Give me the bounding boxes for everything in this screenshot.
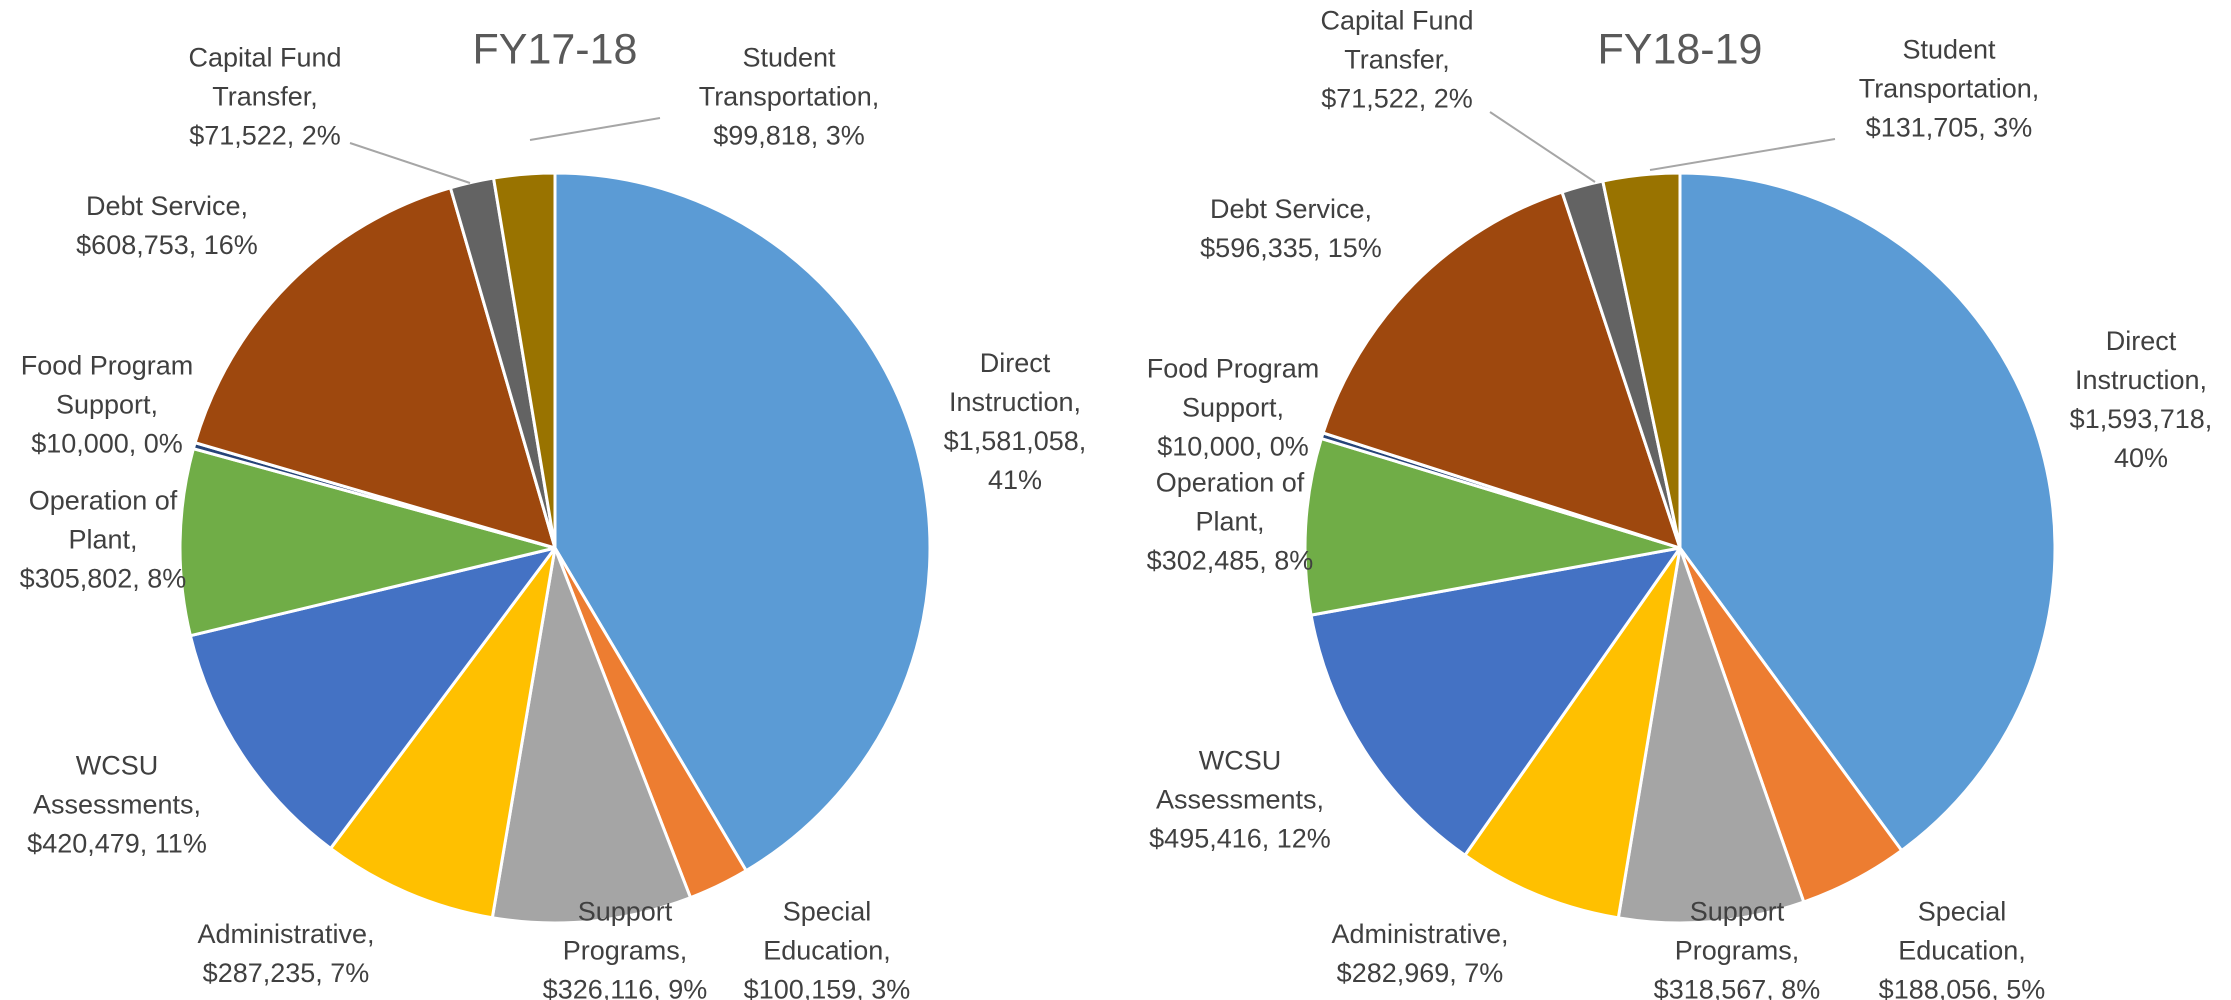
data-label: Capital Fund Transfer, $71,522, 2% bbox=[170, 39, 360, 156]
category-name: WCSU Assessments, bbox=[32, 750, 202, 820]
category-name: Support Programs, bbox=[1674, 896, 1800, 966]
value-label: $10,000, 0% bbox=[31, 428, 183, 459]
value-label: $188,056, 5% bbox=[1878, 974, 2046, 1000]
data-label: Debt Service, $596,335, 15% bbox=[1181, 190, 1401, 268]
data-label: Support Programs, $326,116, 9% bbox=[530, 893, 720, 1000]
category-name: Special Education, bbox=[763, 896, 891, 966]
value-label: $326,116, 9% bbox=[542, 974, 708, 1000]
pie-slice bbox=[553, 171, 932, 873]
data-label: Food Program Support, $10,000, 0% bbox=[1128, 350, 1338, 467]
data-label: WCSU Assessments, $420,479, 11% bbox=[17, 747, 217, 864]
data-label: Direct Instruction, $1,581,058, 41% bbox=[925, 344, 1105, 500]
category-name: Debt Service, bbox=[1209, 194, 1373, 224]
value-label: $420,479, 11% bbox=[27, 828, 207, 859]
data-label: Special Education, $100,159, 3% bbox=[732, 893, 922, 1000]
pie-slice bbox=[1303, 437, 1682, 617]
pie-slice bbox=[193, 186, 557, 550]
pie-slice bbox=[1309, 546, 1682, 857]
value-label: $495,416, 12% bbox=[1149, 823, 1331, 854]
pie-slice bbox=[1601, 171, 1682, 550]
data-label: Special Education, $188,056, 5% bbox=[1867, 893, 2057, 1000]
category-name: Capital Fund Transfer, bbox=[1320, 5, 1474, 75]
value-label: $99,818, 3% bbox=[713, 120, 865, 151]
data-label: Administrative, $287,235, 7% bbox=[176, 915, 396, 993]
pie-slice bbox=[490, 546, 693, 925]
value-label: $71,522, 2% bbox=[1321, 83, 1473, 114]
leader-line bbox=[529, 117, 661, 141]
category-name: Student Transportation, bbox=[698, 42, 880, 112]
data-label: Debt Service, $608,753, 16% bbox=[57, 187, 277, 265]
category-name: Administrative, bbox=[1331, 919, 1509, 949]
pie-slice bbox=[188, 546, 557, 850]
category-name: Capital Fund Transfer, bbox=[188, 42, 342, 112]
data-label: Student Transportation, $131,705, 3% bbox=[1834, 31, 2064, 148]
pie-slice bbox=[178, 447, 557, 638]
data-label: Operation of Plant, $305,802, 8% bbox=[3, 482, 203, 599]
category-name: Student Transportation, bbox=[1858, 34, 2040, 104]
pie-slice bbox=[1678, 171, 2057, 852]
value-label: $282,969, 7% bbox=[1336, 958, 1504, 988]
pie-slice bbox=[1463, 546, 1682, 920]
leader-line bbox=[349, 142, 471, 184]
category-name: WCSU Assessments, bbox=[1155, 745, 1325, 815]
data-label: Administrative, $282,969, 7% bbox=[1310, 915, 1530, 993]
value-label: $131,705, 3% bbox=[1865, 112, 2033, 143]
value-label: $608,753, 16% bbox=[76, 230, 258, 260]
category-name: Operation of Plant, bbox=[28, 485, 178, 555]
value-label: $305,802, 8% bbox=[19, 563, 187, 594]
data-label: Operation of Plant, $302,485, 8% bbox=[1130, 464, 1330, 581]
leader-line bbox=[1489, 111, 1596, 183]
pie-slice bbox=[492, 171, 557, 550]
category-name: Direct Instruction, bbox=[2074, 326, 2208, 395]
data-label: Direct Instruction, $1,593,718, 40% bbox=[2051, 322, 2231, 478]
value-label: $100,159, 3% bbox=[743, 974, 911, 1000]
value-label: $287,235, 7% bbox=[202, 958, 370, 988]
category-name: Food Program Support, bbox=[20, 350, 194, 420]
chart-title: FY18-19 bbox=[1597, 25, 1763, 74]
value-label: $1,581,058, 41% bbox=[943, 426, 1087, 495]
category-name: Special Education, bbox=[1898, 896, 2026, 966]
category-name: Support Programs, bbox=[562, 896, 688, 966]
value-label: $318,567, 8% bbox=[1653, 974, 1821, 1000]
category-name: Operation of Plant, bbox=[1155, 467, 1305, 537]
leader-line bbox=[1649, 138, 1836, 171]
data-label: Support Programs, $318,567, 8% bbox=[1642, 893, 1832, 1000]
category-name: Food Program Support, bbox=[1146, 353, 1320, 423]
value-label: $302,485, 8% bbox=[1146, 545, 1314, 576]
data-label: Capital Fund Transfer, $71,522, 2% bbox=[1302, 2, 1492, 119]
data-label: WCSU Assessments, $495,416, 12% bbox=[1140, 742, 1340, 859]
category-name: Administrative, bbox=[197, 919, 375, 949]
category-name: Debt Service, bbox=[85, 191, 249, 221]
value-label: $1,593,718, 40% bbox=[2069, 404, 2213, 473]
value-label: $71,522, 2% bbox=[189, 120, 341, 151]
category-name: Direct Instruction, bbox=[948, 348, 1082, 417]
value-label: $10,000, 0% bbox=[1157, 431, 1309, 462]
value-label: $596,335, 15% bbox=[1200, 233, 1382, 263]
data-label: Student Transportation, $99,818, 3% bbox=[674, 39, 904, 156]
chart-title: FY17-18 bbox=[472, 25, 638, 74]
pie-slice bbox=[329, 546, 557, 920]
data-label: Food Program Support, $10,000, 0% bbox=[2, 347, 212, 464]
